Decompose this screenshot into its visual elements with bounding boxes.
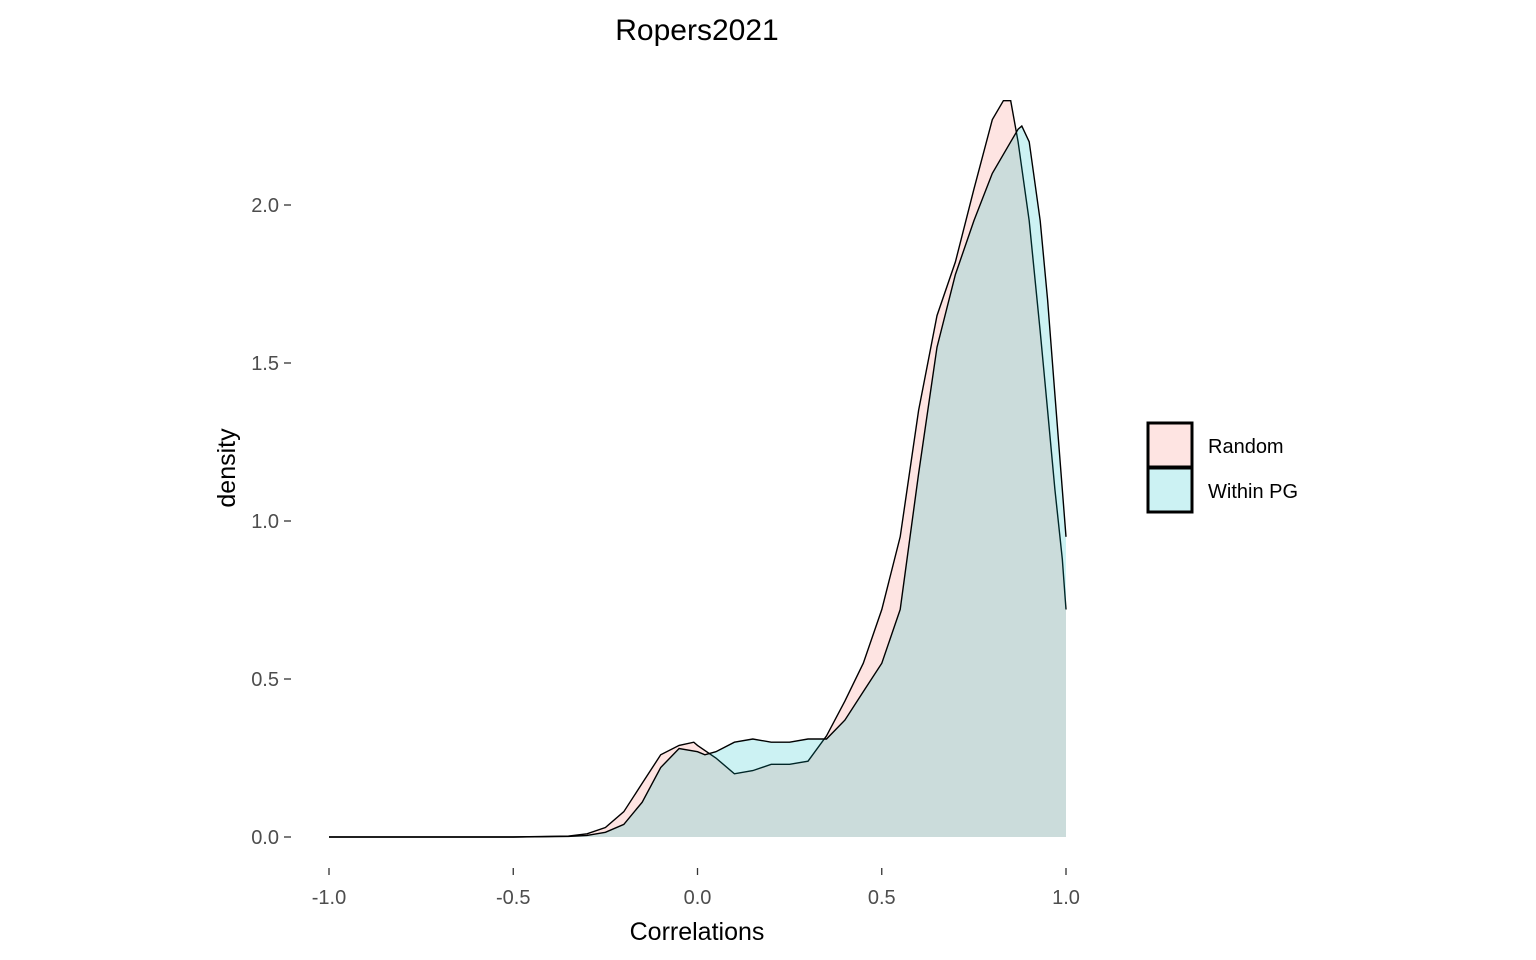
legend-label: Random: [1208, 436, 1284, 458]
x-tick-label: -1.0: [312, 887, 346, 909]
y-axis: 0.0 0.5 1.0 1.5 2.0: [251, 195, 291, 849]
y-tick-label: 1.0: [251, 511, 279, 533]
chart-title: Ropers2021: [615, 14, 778, 47]
x-tick-label: -0.5: [496, 887, 530, 909]
x-axis: -1.0 -0.5 0.0 0.5 1.0: [312, 868, 1080, 909]
y-tick-label: 1.5: [251, 353, 279, 375]
plot-area: [329, 100, 1067, 838]
density-area-within-pg: [329, 126, 1066, 837]
y-tick-label: 0.0: [251, 827, 279, 849]
legend-key-random: [1146, 421, 1194, 469]
legend-label: Within PG: [1208, 481, 1298, 503]
density-area-random: [329, 100, 1066, 837]
x-tick-label: 0.0: [684, 887, 712, 909]
x-tick-label: 1.0: [1052, 887, 1080, 909]
density-line-within-pg: [329, 124, 1067, 838]
y-tick-label: 0.5: [251, 669, 279, 691]
density-line-random: [329, 100, 1067, 838]
x-tick-label: 0.5: [868, 887, 896, 909]
x-axis-title: Correlations: [630, 918, 765, 946]
y-axis-title: density: [213, 428, 241, 508]
y-tick-label: 2.0: [251, 195, 279, 217]
legend-key-within-pg: [1146, 466, 1194, 514]
legend: Random Within PG: [1146, 421, 1298, 514]
